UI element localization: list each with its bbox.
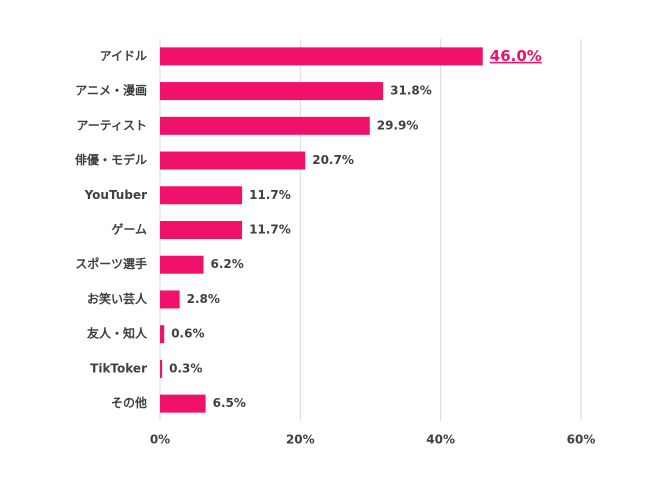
y-tick-label: その他: [111, 395, 147, 410]
bar: [160, 116, 370, 135]
bar: [160, 394, 206, 413]
value-label: 11.7%: [249, 223, 291, 237]
bar: [160, 82, 384, 101]
bar: [160, 290, 180, 309]
x-tick-label: 40%: [426, 433, 455, 447]
value-label: 2.8%: [187, 292, 220, 306]
value-label: 6.5%: [213, 396, 246, 410]
x-tick-label: 0%: [150, 433, 170, 447]
bar: [160, 255, 204, 274]
value-label: 20.7%: [312, 153, 354, 167]
x-tick-label: 20%: [286, 433, 315, 447]
y-tick-label: TikToker: [90, 361, 147, 375]
value-label: 6.2%: [211, 257, 244, 271]
y-tick-label: ゲーム: [111, 222, 147, 237]
value-label: 0.6%: [171, 327, 204, 341]
value-label: 29.9%: [377, 118, 419, 132]
bar: [160, 221, 243, 239]
y-tick-label: 俳優・モデル: [75, 152, 147, 167]
x-tick-label: 60%: [567, 433, 596, 447]
value-label: 11.7%: [249, 188, 291, 202]
y-tick-label: お笑い芸人: [87, 291, 148, 306]
y-tick-label: アイドル: [100, 49, 147, 63]
y-tick-label: アニメ・漫画: [75, 83, 147, 98]
bar: [160, 47, 483, 66]
bar: [160, 186, 243, 205]
y-tick-label: YouTuber: [84, 188, 148, 202]
bar: [160, 325, 165, 344]
value-label: 31.8%: [390, 84, 432, 98]
bar: [160, 151, 306, 170]
y-tick-label: スポーツ選手: [75, 256, 147, 271]
value-label: 46.0%: [490, 47, 542, 65]
y-tick-label: アーティスト: [76, 118, 147, 132]
y-tick-label: 友人・知人: [86, 326, 148, 341]
bar: [160, 359, 163, 378]
value-label: 0.3%: [169, 361, 202, 375]
